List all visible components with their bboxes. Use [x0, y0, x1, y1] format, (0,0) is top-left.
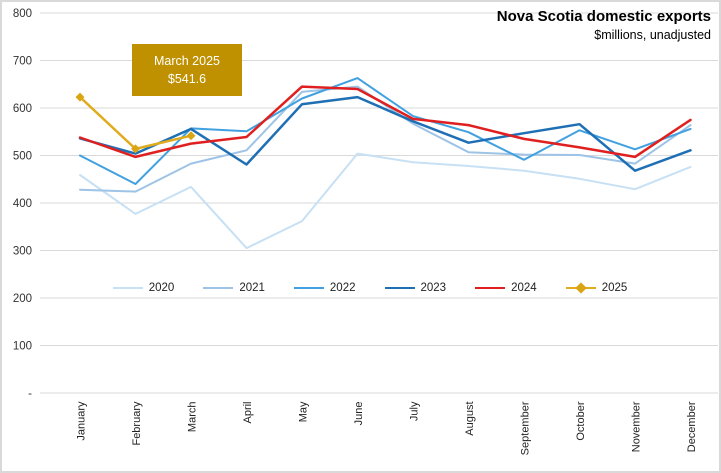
diamond-marker-2025	[75, 92, 85, 102]
x-axis-month-label: February	[131, 401, 143, 446]
legend-label: 2021	[239, 282, 265, 294]
y-axis-tick-label: 300	[13, 246, 32, 258]
annotation-value: $541.6	[167, 72, 207, 86]
x-axis-month-label: December	[686, 401, 698, 452]
legend-item-2023: 2023	[384, 282, 447, 294]
legend-line-swatch	[112, 286, 143, 290]
y-axis-tick-label: 800	[13, 8, 32, 20]
legend-diamond-icon	[575, 281, 587, 294]
title-block: Nova Scotia domestic exports $millions, …	[497, 8, 711, 43]
x-axis-month-label: May	[298, 401, 310, 422]
x-axis-month-label: July	[409, 401, 421, 421]
x-axis-month-label: January	[76, 401, 88, 441]
annotation-label: March 2025	[153, 53, 220, 68]
y-axis-tick-label: 100	[13, 341, 32, 353]
legend-label: 2024	[511, 282, 537, 294]
x-axis-month-label: November	[631, 401, 643, 452]
chart-legend: 2020 2021 2022 2023 2024 2025	[40, 281, 700, 294]
legend-line-swatch	[293, 286, 324, 290]
series-line-2025	[78, 95, 193, 151]
series-line-2023	[78, 95, 692, 172]
diamond-marker-2025	[186, 131, 196, 141]
legend-line-swatch	[565, 281, 596, 294]
legend-item-2025: 2025	[565, 281, 628, 294]
legend-line-swatch	[203, 286, 234, 290]
annotation-callout: March 2025 $541.6	[132, 44, 242, 96]
y-axis-tick-label: 600	[13, 103, 32, 115]
chart-subtitle: $millions, unadjusted	[594, 27, 711, 42]
legend-line-swatch	[384, 286, 415, 290]
y-axis-tick-label: 700	[13, 56, 32, 68]
legend-item-2024: 2024	[475, 282, 537, 294]
x-axis-month-label: June	[353, 402, 365, 426]
legend-label: 2023	[420, 282, 447, 294]
y-axis-tick-label: 500	[13, 151, 32, 163]
series-line-2024	[78, 85, 692, 159]
legend-line-swatch	[475, 286, 506, 290]
series-line-2020	[79, 152, 692, 250]
legend-item-2021: 2021	[203, 282, 265, 294]
legend-item-2022: 2022	[293, 282, 356, 294]
y-axis-tick-label: 200	[13, 293, 32, 305]
diamond-marker-2025	[131, 144, 140, 154]
legend-label: 2020	[148, 282, 175, 294]
y-axis-tick-label: 400	[13, 198, 32, 210]
legend-item-2020: 2020	[112, 282, 175, 294]
y-axis-tick-label: -	[28, 388, 32, 400]
legend-label: 2025	[601, 282, 628, 294]
x-axis-month-label: August	[464, 402, 476, 436]
x-axis-month-label: March	[187, 402, 199, 433]
x-axis-month-label: September	[520, 401, 532, 455]
legend-label: 2022	[329, 282, 356, 294]
x-axis-month-label: October	[575, 401, 587, 440]
chart-title: Nova Scotia domestic exports	[496, 8, 711, 25]
x-axis-month-label: April	[242, 402, 254, 424]
